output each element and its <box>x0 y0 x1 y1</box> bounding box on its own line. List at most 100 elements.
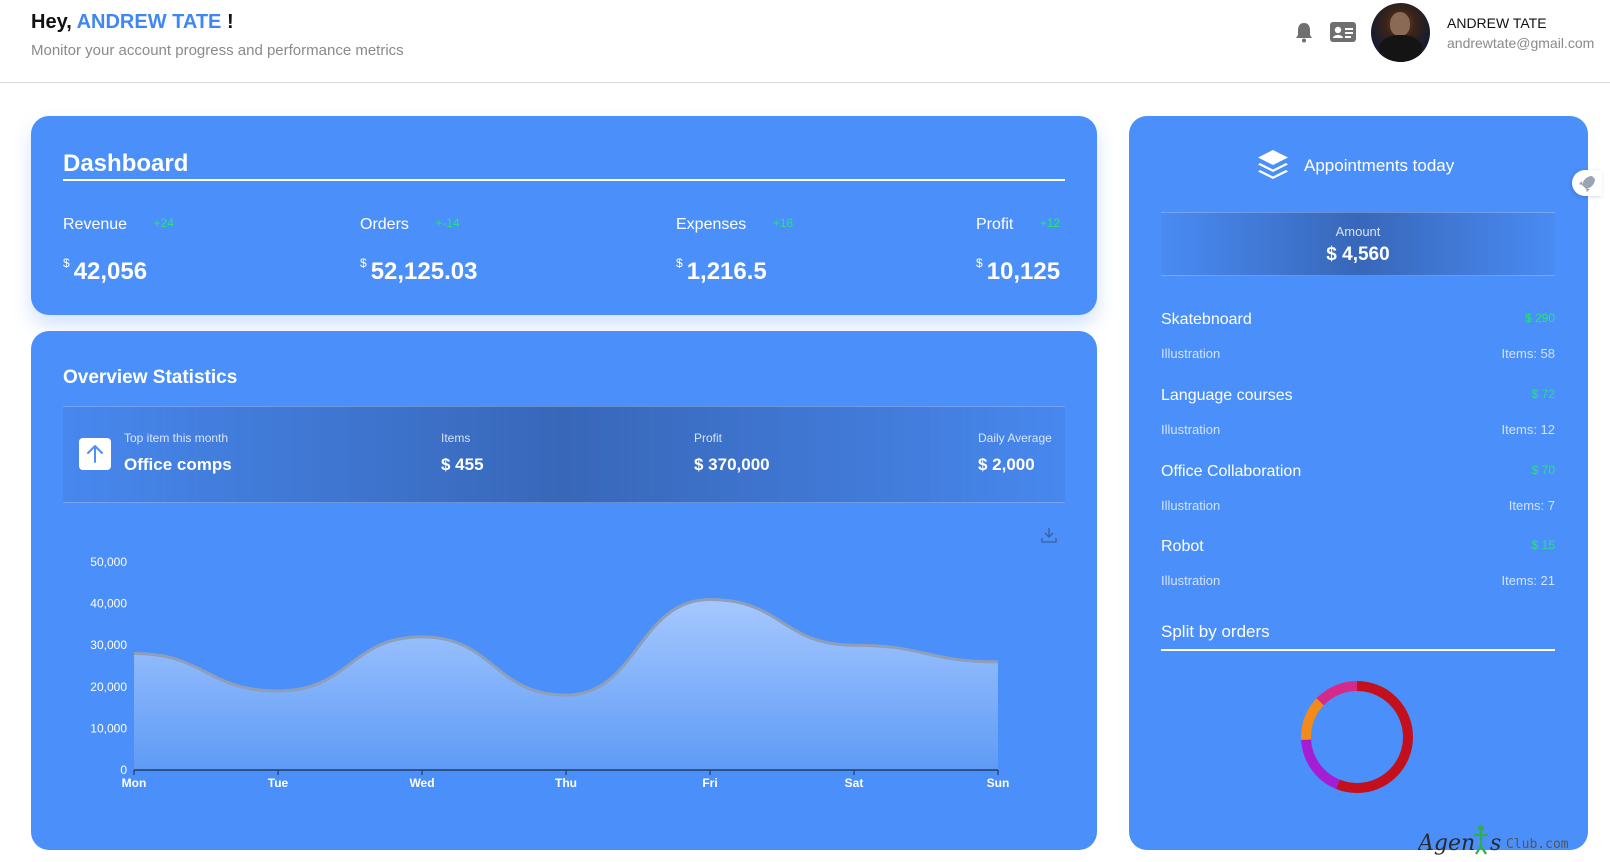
donut-segment[interactable] <box>1301 681 1413 793</box>
amount-value: $ 4,560 <box>1326 244 1390 265</box>
y-tick-label: 10,000 <box>90 721 127 735</box>
metric-value: 42,056 <box>73 258 148 285</box>
metric-value: 10,125 <box>986 258 1061 285</box>
top-item-label: Top item this month <box>124 431 229 445</box>
appointments-header: Appointments today <box>1256 148 1456 184</box>
top-header: Hey, ANDREW TATE ! Monitor your account … <box>0 0 1610 83</box>
svg-text:s: s <box>1490 831 1501 856</box>
svg-text:Club.com: Club.com <box>1506 837 1569 852</box>
appointment-item[interactable]: Language courses $ 72 Illustration Items… <box>1161 387 1555 447</box>
appointment-item[interactable]: Office Collaboration $ 70 Illustration I… <box>1161 463 1555 523</box>
item-name: Skatebnoard <box>1161 311 1252 328</box>
metric-delta: +-14 <box>435 216 460 230</box>
page-subtitle: Monitor your account progress and perfor… <box>31 42 404 59</box>
metric-delta: +24 <box>153 216 174 230</box>
item-count: Items: 58 <box>1501 346 1555 361</box>
title-divider <box>63 179 1065 181</box>
currency-symbol: $ <box>360 256 367 270</box>
item-price: $ 15 <box>1531 538 1555 552</box>
x-tick-label: Thu <box>555 776 577 790</box>
daily-average-value: $ 2,000 <box>978 455 1035 474</box>
appointments-title: Appointments today <box>1304 156 1455 175</box>
series-line <box>133 597 999 697</box>
layers-icon <box>1258 150 1288 179</box>
dashboard-panel: Dashboard Revenue +24 $42,056 Orders +-1… <box>31 116 1097 315</box>
appointment-item[interactable]: Skatebnoard $ 290 Illustration Items: 58 <box>1161 311 1555 371</box>
metric-label: Orders <box>360 216 409 233</box>
item-name: Robot <box>1161 538 1204 555</box>
x-tick-label: Fri <box>702 776 717 790</box>
user-email: andrewtate@gmail.com <box>1447 35 1595 51</box>
currency-symbol: $ <box>976 256 983 270</box>
metric-delta: +18 <box>772 216 794 230</box>
metric-label: Expenses <box>676 216 747 233</box>
y-tick-label: 0 <box>120 763 127 777</box>
item-category: Illustration <box>1161 346 1221 361</box>
x-tick-label: Wed <box>409 776 434 790</box>
item-name: Language courses <box>1161 387 1293 404</box>
metric-label: Profit <box>976 216 1014 233</box>
overview-panel: Overview Statistics Top item this month … <box>31 331 1097 850</box>
item-category: Illustration <box>1161 573 1221 588</box>
split-by-orders-title: Split by orders <box>1161 622 1270 641</box>
greeting-suffix: ! <box>226 11 234 33</box>
daily-average-stat: Daily Average $ 2,000 <box>978 431 1052 475</box>
profit-value: $ 370,000 <box>694 455 770 474</box>
appointments-panel: Appointments today Amount $ 4,560 Skateb… <box>1129 116 1588 850</box>
rocket-icon <box>1579 176 1595 192</box>
arrow-up-icon[interactable] <box>79 438 111 470</box>
y-tick-label: 50,000 <box>90 555 127 569</box>
item-name: Office Collaboration <box>1161 463 1302 480</box>
series-area <box>134 599 998 770</box>
items-label: Items <box>441 431 471 445</box>
y-tick-label: 30,000 <box>90 638 127 652</box>
item-count: Items: 7 <box>1508 498 1555 513</box>
user-name: ANDREW TATE <box>1447 15 1547 31</box>
metric-value: 1,216.5 <box>686 258 767 285</box>
items-value: $ 455 <box>441 455 484 474</box>
profit-stat: Profit $ 370,000 <box>694 431 770 475</box>
rocket-tab[interactable] <box>1572 170 1602 196</box>
dashboard-title: Dashboard <box>63 150 189 177</box>
donut-segment[interactable] <box>1301 681 1413 793</box>
daily-average-label: Daily Average <box>978 431 1052 445</box>
metric-profit: Profit +12 $10,125 <box>976 216 1061 285</box>
greeting-prefix: Hey, <box>31 11 72 33</box>
metric-revenue: Revenue +24 $42,056 <box>63 216 174 285</box>
split-donut-chart <box>1301 681 1413 793</box>
avatar[interactable] <box>1371 3 1430 62</box>
metric-label: Revenue <box>63 216 128 233</box>
amount-band: Amount $ 4,560 <box>1161 212 1555 276</box>
appointment-item[interactable]: Robot $ 15 Illustration Items: 21 <box>1161 538 1555 598</box>
split-divider <box>1161 649 1555 651</box>
download-icon[interactable] <box>1041 527 1057 543</box>
id-card-icon[interactable] <box>1330 22 1356 42</box>
item-price: $ 70 <box>1531 463 1555 477</box>
metric-delta: +12 <box>1039 216 1061 230</box>
profit-label: Profit <box>694 431 723 445</box>
x-tick-label: Sat <box>845 776 864 790</box>
x-tick-label: Tue <box>268 776 289 790</box>
overview-summary-band: Top item this month Office comps Items $… <box>63 406 1065 503</box>
metric-orders: Orders +-14 $52,125.03 <box>360 216 477 285</box>
currency-symbol: $ <box>63 256 70 270</box>
item-count: Items: 21 <box>1501 573 1555 588</box>
y-tick-label: 20,000 <box>90 680 127 694</box>
top-item: Top item this month Office comps <box>124 431 232 475</box>
item-category: Illustration <box>1161 498 1221 513</box>
item-price: $ 72 <box>1531 387 1555 401</box>
top-item-value: Office comps <box>124 455 232 474</box>
watermark-logo: Agen s Club.com <box>1418 825 1569 856</box>
greeting: Hey, ANDREW TATE ! <box>31 11 234 34</box>
overview-title: Overview Statistics <box>63 367 238 388</box>
x-tick-label: Sun <box>987 776 1010 790</box>
item-count: Items: 12 <box>1501 422 1555 437</box>
overview-area-chart: Mon Tue Wed Thu Fri Sat Sun 0 10,000 20,000 30,000… <box>90 555 1010 790</box>
amount-label: Amount <box>1335 224 1381 239</box>
metric-expenses: Expenses +18 $1,216.5 <box>676 216 794 285</box>
bell-icon[interactable] <box>1294 21 1314 43</box>
metric-value: 52,125.03 <box>370 258 478 285</box>
item-price: $ 290 <box>1524 311 1555 325</box>
item-category: Illustration <box>1161 422 1221 437</box>
x-tick-label: Mon <box>122 776 147 790</box>
